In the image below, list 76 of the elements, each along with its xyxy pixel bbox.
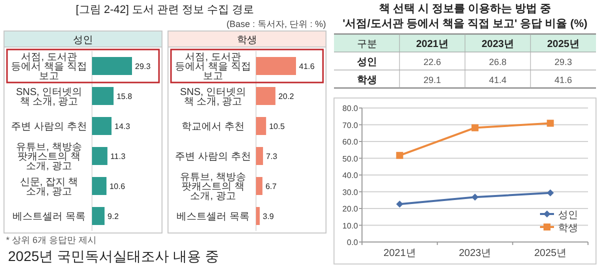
y-tick-label: 30.0 bbox=[342, 188, 359, 197]
data-label: 7.3 bbox=[266, 152, 278, 161]
y-tick-label: 서점, 도서관 등에서 책을 직접 보고 bbox=[11, 52, 87, 82]
text: [그림 2-42] 도서 관련 정보 수집 경로 bbox=[76, 4, 254, 16]
data-label: 10.5 bbox=[269, 122, 286, 131]
bar bbox=[92, 57, 132, 75]
y-tick-label: 50.0 bbox=[342, 154, 359, 164]
text: 성인 bbox=[356, 57, 377, 68]
y-tick-label: 베스트셀러 목록 bbox=[176, 212, 250, 222]
category-label: 2023년 bbox=[482, 39, 514, 50]
text: * 상위 6개 응답만 제시 bbox=[6, 235, 97, 245]
series-label: 성인 bbox=[73, 35, 93, 46]
point bbox=[396, 200, 404, 208]
point bbox=[396, 152, 404, 159]
y-tick-label: 베스트셀러 목록 bbox=[12, 212, 86, 222]
data-label: 20.2 bbox=[278, 92, 295, 101]
text: 2025년 국민독서실태조사 내용 중 bbox=[8, 248, 219, 264]
y-tick-label: 40.0 bbox=[342, 171, 359, 180]
y-tick-label: 서점, 도서관 등에서 책을 직접 보고 bbox=[175, 52, 251, 82]
point bbox=[546, 189, 554, 196]
bar bbox=[256, 117, 266, 135]
y-tick-label: 유튜브, 책방송 팟캐스트의 책 소개, 광고 bbox=[180, 172, 246, 202]
point bbox=[472, 124, 478, 132]
y-tick-label: 10.0 bbox=[342, 221, 359, 230]
y-tick-label: SNS, 인터넷의 책 소개, 광고 bbox=[16, 86, 82, 108]
bar bbox=[92, 177, 106, 195]
series-label: 학생 bbox=[237, 35, 257, 46]
legend-label: 학생 bbox=[558, 223, 578, 234]
x-tick-label: 2023년 bbox=[458, 248, 492, 259]
y-tick-label: 20.0 bbox=[342, 204, 359, 214]
text: '서점/도서관 등에서 책을 직접 보고' 응답 비율 (%) bbox=[342, 18, 588, 30]
text: 학생 bbox=[356, 75, 377, 86]
y-tick-label: 70.0 bbox=[342, 120, 359, 130]
point bbox=[546, 120, 554, 127]
bar bbox=[92, 207, 105, 225]
data-label: 9.2 bbox=[108, 212, 120, 221]
data-label: 10.6 bbox=[109, 182, 126, 191]
text: 구분 bbox=[356, 39, 377, 50]
text: 책 선택 시 정보를 이용하는 방법 중 bbox=[378, 3, 552, 15]
y-tick-label: 학교에서 추천 bbox=[182, 122, 244, 132]
data-label: 41.6 bbox=[299, 62, 316, 71]
data-label: 41.6 bbox=[554, 75, 572, 85]
text: (Base : 독서자, 단위 : %) bbox=[226, 19, 326, 29]
data-label: 29.1 bbox=[423, 75, 442, 85]
y-tick-label: 신문, 잡지 책 소개, 광고 bbox=[20, 176, 78, 198]
data-label: 6.7 bbox=[265, 182, 278, 191]
x-tick-label: 2025년 bbox=[534, 248, 566, 259]
y-tick-label: 80.0 bbox=[342, 104, 359, 113]
data-label: 29.3 bbox=[135, 62, 152, 71]
data-label: 3.9 bbox=[262, 212, 274, 221]
bar bbox=[256, 177, 262, 195]
data-label: 22.6 bbox=[423, 57, 442, 67]
x-tick-label: 2021년 bbox=[384, 248, 416, 259]
data-label: 14.3 bbox=[114, 122, 131, 131]
bar bbox=[256, 87, 276, 105]
bar bbox=[256, 207, 260, 225]
bar bbox=[256, 147, 264, 165]
bar bbox=[92, 117, 112, 135]
category-label: 2025년 bbox=[547, 39, 580, 50]
data-label: 11.3 bbox=[110, 152, 126, 161]
data-label: 41.4 bbox=[488, 75, 507, 85]
y-tick-label: 주변 사람의 추천 bbox=[11, 122, 87, 132]
data-label: 29.3 bbox=[554, 57, 572, 67]
y-tick-label: 0.0 bbox=[346, 238, 359, 247]
data-label: 15.8 bbox=[116, 92, 133, 101]
y-tick-label: 유튜브, 책방송 팟캐스트의 책 소개, 광고 bbox=[16, 142, 82, 172]
y-tick-label: 주변 사람의 추천 bbox=[175, 152, 251, 162]
point bbox=[472, 194, 478, 201]
bar bbox=[256, 57, 296, 75]
category-label: 2021년 bbox=[416, 39, 448, 50]
bar bbox=[92, 87, 114, 105]
y-tick-label: SNS, 인터넷의 책 소개, 광고 bbox=[180, 86, 246, 108]
legend-label: 성인 bbox=[558, 210, 578, 221]
bar bbox=[92, 147, 108, 165]
y-tick-label: 60.0 bbox=[342, 138, 359, 146]
data-label: 26.8 bbox=[488, 57, 507, 67]
